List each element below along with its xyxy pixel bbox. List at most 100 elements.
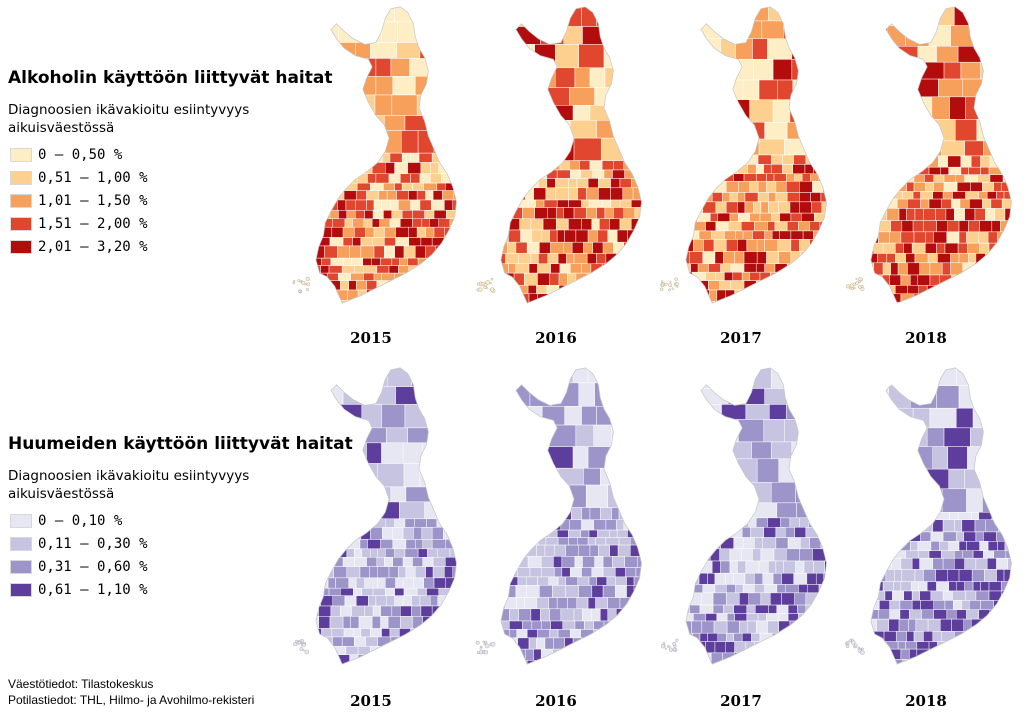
municipality-region (500, 382, 515, 407)
municipality-region (894, 181, 907, 192)
municipality-region (629, 67, 642, 88)
municipality-region (911, 242, 926, 254)
municipality-region (912, 301, 926, 304)
municipality-region (440, 42, 457, 59)
municipality-region (541, 87, 570, 106)
municipality-region (315, 210, 321, 219)
municipality-region (374, 386, 396, 405)
municipality-region (436, 257, 448, 266)
municipality-region (735, 584, 744, 594)
municipality-region (581, 567, 593, 578)
municipality-region (344, 442, 367, 464)
municipality-region (685, 367, 704, 389)
legend-item: 0 – 0,10 % (10, 509, 148, 532)
municipality-region (453, 272, 457, 281)
municipality-region (996, 301, 1008, 304)
municipality-region (702, 251, 716, 264)
municipality-region (962, 262, 976, 276)
country-outline (870, 6, 1012, 304)
municipality-region (940, 166, 949, 175)
municipality-region (509, 160, 519, 171)
municipality-region (900, 231, 915, 244)
municipality-region (622, 660, 635, 665)
municipality-region (408, 237, 422, 247)
municipality-region (525, 519, 539, 531)
municipality-region (509, 529, 519, 538)
municipality-region (792, 632, 805, 642)
municipality-region (881, 46, 899, 63)
municipality-region (976, 285, 990, 294)
municipality-region (727, 221, 742, 232)
municipality-region (529, 382, 552, 407)
municipality-region (689, 592, 703, 606)
municipality-region (353, 628, 362, 638)
municipality-region (704, 154, 714, 165)
municipality-region (878, 293, 890, 303)
municipality-region (629, 406, 642, 426)
municipality-region (413, 289, 423, 301)
municipality-region (828, 59, 837, 80)
drugs-map-2016 (475, 367, 642, 665)
municipality-region (517, 187, 526, 201)
municipality-region (395, 577, 404, 589)
municipality-region (410, 173, 421, 184)
municipality-region (698, 458, 719, 483)
municipality-region (637, 529, 642, 538)
municipality-region (987, 541, 998, 551)
municipality-region (370, 527, 383, 540)
municipality-region (807, 138, 827, 156)
municipality-region (570, 660, 584, 665)
municipality-region (400, 605, 412, 617)
municipality-region (570, 169, 581, 179)
municipality-region (900, 648, 910, 660)
municipality-region (960, 61, 981, 80)
municipality-region (901, 220, 914, 233)
municipality-region (764, 388, 788, 405)
municipality-region (952, 191, 966, 200)
municipality-region (444, 566, 454, 579)
municipality-region (935, 569, 949, 582)
municipality-region (577, 537, 589, 546)
municipality-region (357, 300, 366, 304)
municipality-region (1011, 385, 1012, 409)
municipality-region (416, 190, 426, 201)
municipality-region (514, 648, 526, 661)
municipality-region (455, 152, 457, 163)
municipality-region (893, 407, 914, 429)
municipality-region (376, 280, 389, 291)
municipality-region (534, 120, 554, 139)
municipality-region (363, 265, 378, 274)
municipality-region (933, 231, 948, 244)
municipality-region (914, 253, 929, 264)
municipality-region (820, 289, 827, 302)
municipality-region (989, 174, 1004, 183)
municipality-region (814, 441, 827, 460)
municipality-region (752, 230, 765, 240)
municipality-region (921, 609, 934, 620)
municipality-region (787, 604, 798, 614)
municipality-region (560, 608, 575, 622)
municipality-region (325, 539, 336, 550)
municipality-region (315, 199, 321, 211)
municipality-region (785, 173, 795, 182)
municipality-region (635, 637, 642, 650)
legend-item: 1,51 – 2,00 % (10, 212, 148, 235)
municipality-region (782, 164, 794, 174)
municipality-region (882, 242, 896, 254)
municipality-region (522, 620, 533, 630)
municipality-region (616, 648, 630, 661)
municipality-region (830, 239, 837, 251)
municipality-region (320, 265, 330, 274)
municipality-region (536, 597, 549, 610)
municipality-region (348, 577, 357, 589)
municipality-region (458, 646, 467, 654)
municipality-region (764, 230, 773, 240)
municipality-region (954, 6, 979, 26)
municipality-region (385, 548, 395, 558)
municipality-region (430, 663, 444, 665)
municipality-region (749, 212, 761, 222)
municipality-region (396, 190, 409, 201)
municipality-region (910, 541, 919, 551)
municipality-region (460, 258, 467, 266)
municipality-region (920, 600, 934, 610)
